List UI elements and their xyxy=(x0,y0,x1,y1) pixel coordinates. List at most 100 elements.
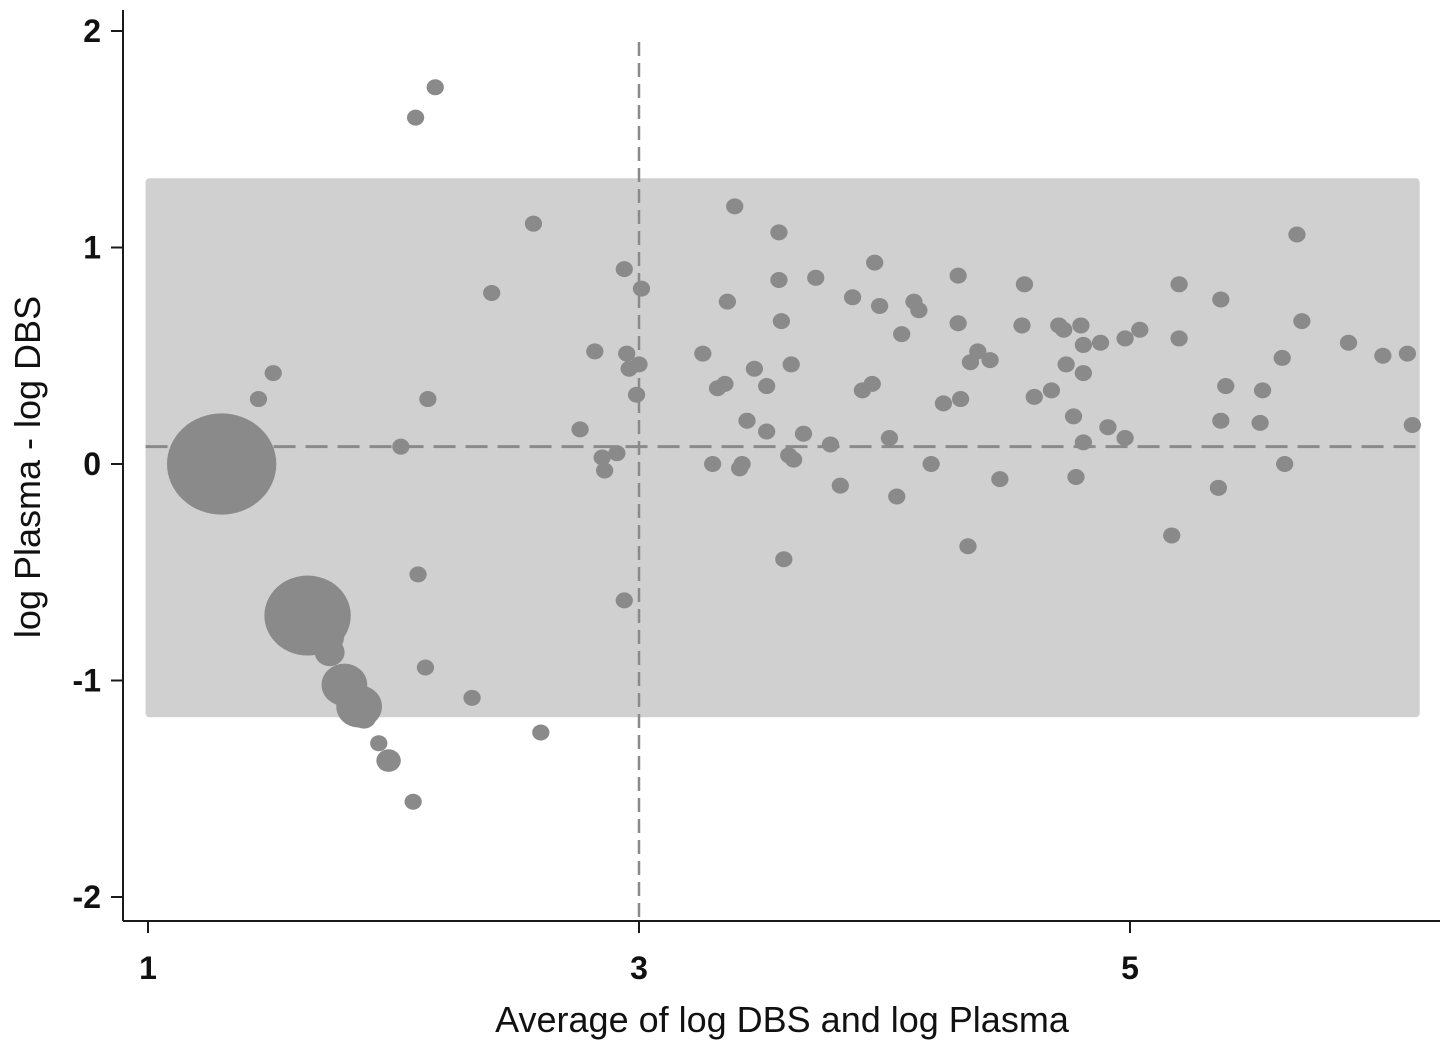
data-point xyxy=(969,343,987,360)
data-point xyxy=(951,391,970,408)
data-point xyxy=(406,109,425,126)
data-point xyxy=(870,297,889,314)
data-point xyxy=(775,551,793,568)
data-point xyxy=(167,413,277,515)
data-point xyxy=(532,724,550,741)
data-point xyxy=(483,284,501,301)
data-point xyxy=(991,471,1009,488)
data-point xyxy=(863,375,881,392)
data-point xyxy=(738,412,756,429)
data-point xyxy=(1170,330,1188,347)
data-point xyxy=(733,456,751,472)
data-point xyxy=(593,449,611,466)
data-point xyxy=(524,215,543,232)
data-point xyxy=(893,326,911,343)
data-point xyxy=(632,280,651,297)
y-tick-label: -2 xyxy=(73,879,101,915)
data-point xyxy=(351,705,377,729)
data-point xyxy=(880,430,899,447)
data-point xyxy=(1074,365,1092,382)
data-point xyxy=(1398,345,1417,362)
data-point xyxy=(615,592,633,609)
data-point xyxy=(571,421,589,438)
data-point xyxy=(949,315,967,332)
data-point xyxy=(314,638,345,667)
y-tick-label: -1 xyxy=(73,663,101,699)
data-point xyxy=(370,735,388,752)
data-point xyxy=(426,79,444,96)
x-tick-label: 5 xyxy=(1121,950,1139,986)
data-point xyxy=(1251,414,1269,431)
data-point xyxy=(264,365,282,382)
data-point xyxy=(376,749,401,772)
data-point xyxy=(409,566,427,583)
agreement-band xyxy=(145,178,1420,718)
data-point xyxy=(745,360,764,377)
data-point xyxy=(1072,317,1090,334)
data-point xyxy=(1339,334,1358,351)
data-point xyxy=(1403,417,1421,434)
data-point xyxy=(1015,276,1034,293)
points-layer xyxy=(167,79,1421,810)
data-point xyxy=(1057,356,1075,373)
y-ticks: -2 -1 0 1 2 xyxy=(73,13,123,915)
data-point xyxy=(959,538,977,555)
data-point xyxy=(888,488,906,505)
data-point xyxy=(785,451,803,468)
data-point xyxy=(1209,479,1228,496)
y-tick-label: 1 xyxy=(83,230,101,266)
x-axis-title: Average of log DBS and log Plasma xyxy=(495,999,1070,1040)
data-point xyxy=(934,395,953,412)
data-point xyxy=(1374,347,1392,364)
data-point xyxy=(770,224,788,241)
data-point xyxy=(1163,527,1181,544)
data-point xyxy=(1042,382,1061,399)
data-point xyxy=(1288,226,1306,243)
data-point xyxy=(1116,430,1134,447)
data-point xyxy=(718,293,737,310)
data-point xyxy=(618,345,636,362)
data-point xyxy=(843,289,862,306)
data-point xyxy=(794,425,813,442)
data-point xyxy=(1116,330,1134,347)
data-point xyxy=(694,345,712,362)
y-axis-title: log Plasma - log DBS xyxy=(7,296,48,638)
data-point xyxy=(1013,317,1031,334)
data-point xyxy=(821,436,840,453)
data-point xyxy=(981,352,999,369)
data-point xyxy=(1025,388,1043,405)
data-point xyxy=(831,477,849,494)
data-point xyxy=(615,261,633,278)
data-point xyxy=(1212,412,1230,429)
data-point xyxy=(949,267,967,284)
data-point xyxy=(910,302,928,319)
x-tick-label: 3 xyxy=(630,950,648,986)
data-point xyxy=(716,375,734,392)
data-point xyxy=(922,456,940,472)
data-point xyxy=(1099,419,1117,436)
data-point xyxy=(416,659,435,676)
y-tick-label: 2 xyxy=(83,13,101,49)
data-point xyxy=(1074,434,1092,451)
data-point xyxy=(1064,408,1083,425)
data-point xyxy=(392,438,410,455)
data-point xyxy=(419,391,437,408)
data-point xyxy=(782,356,800,373)
data-point xyxy=(770,271,788,288)
data-point xyxy=(1170,276,1188,293)
data-point xyxy=(404,793,422,810)
data-point xyxy=(1273,349,1291,366)
data-point xyxy=(630,356,648,373)
data-point xyxy=(1091,334,1110,351)
x-ticks: 1 3 5 xyxy=(139,921,1139,986)
data-point xyxy=(1212,291,1230,308)
y-tick-label: 0 xyxy=(83,446,101,482)
data-point xyxy=(807,269,825,286)
x-tick-label: 1 xyxy=(139,950,157,986)
data-point xyxy=(595,462,614,479)
data-point xyxy=(1276,456,1294,472)
data-point xyxy=(1131,321,1149,338)
data-point xyxy=(772,313,791,330)
data-point xyxy=(1067,468,1085,485)
